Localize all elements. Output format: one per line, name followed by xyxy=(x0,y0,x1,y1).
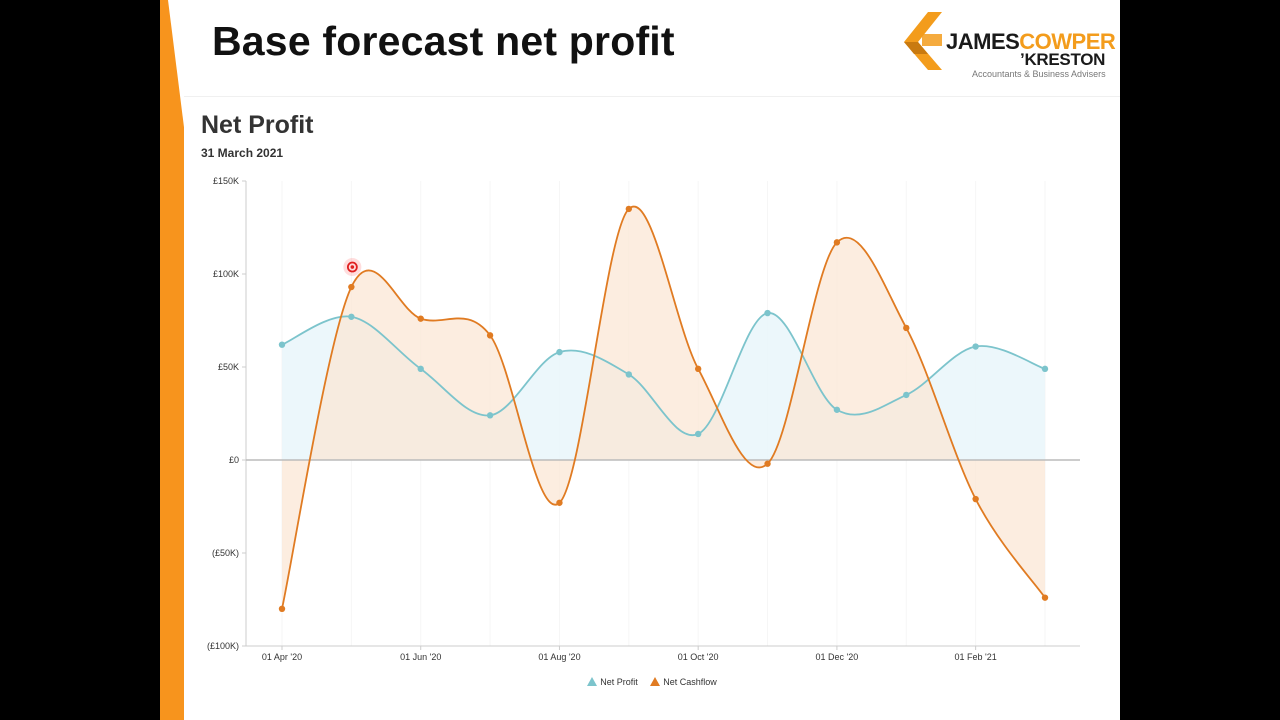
data-point-net-cashflow xyxy=(417,315,424,322)
chart-panel: Net Profit 31 March 2021 (£100K) (£50K) £0… xyxy=(184,96,1120,720)
data-point-net-profit xyxy=(417,365,424,373)
line-chart: (£100K) (£50K) £0 £50K £100K £150K 01 Apr '20 0… xyxy=(207,176,1080,662)
data-point-net-cashflow xyxy=(556,499,563,506)
data-point-net-cashflow xyxy=(694,365,702,373)
slide-title: Base forecast net profit xyxy=(212,18,675,64)
x-tick-label: 01 Oct '20 xyxy=(678,652,719,662)
y-tick-label: £50K xyxy=(218,362,239,372)
legend-label-net-cashflow: Net Cashflow xyxy=(663,677,717,687)
x-tick-label: 01 Apr '20 xyxy=(262,652,302,662)
data-point-net-cashflow xyxy=(764,460,771,467)
logo-word-cowper: COWPER xyxy=(1019,29,1116,54)
data-point-net-profit xyxy=(1041,365,1049,373)
logo-kreston-mark: ʼ xyxy=(1020,50,1025,69)
y-tick-label: (£50K) xyxy=(212,548,239,558)
orange-accent-stripe xyxy=(160,0,262,720)
data-point-net-cashflow xyxy=(278,605,286,612)
legend-triangle-icon xyxy=(650,677,661,686)
data-point-net-profit xyxy=(833,406,841,413)
y-tick-label: (£100K) xyxy=(207,641,239,651)
data-point-net-profit xyxy=(556,348,563,356)
legend-triangle-icon xyxy=(587,677,598,686)
data-point-net-cashflow xyxy=(625,205,633,213)
data-point-net-profit xyxy=(348,313,355,320)
logo-word-kreston: ʼKRESTON xyxy=(1020,50,1105,70)
x-tick-label: 01 Feb '21 xyxy=(955,652,997,662)
logo-chevron-icon xyxy=(904,12,942,70)
legend-label-net-profit: Net Profit xyxy=(600,677,638,687)
y-tick-label: £150K xyxy=(213,176,239,186)
legend-item-net-profit[interactable]: Net Profit xyxy=(587,677,638,687)
chart-subtitle: 31 March 2021 xyxy=(201,146,284,160)
logo-wordmark: JAMESCOWPER xyxy=(946,29,1116,55)
area-net-cashflow xyxy=(282,206,1045,609)
cursor-highlight-ring xyxy=(346,261,358,273)
chart-title: Net Profit xyxy=(201,111,314,139)
x-tick-label: 01 Aug '20 xyxy=(538,652,580,662)
y-tick-label: £0 xyxy=(229,455,239,465)
cursor-highlight-dot xyxy=(350,265,355,269)
data-point-net-profit xyxy=(625,371,633,378)
logo-tagline: Accountants & Business Advisers xyxy=(972,69,1106,79)
logo-word-james: JAMES xyxy=(946,29,1020,54)
data-point-net-profit xyxy=(486,412,494,419)
data-point-net-cashflow xyxy=(903,324,910,332)
data-point-net-cashflow xyxy=(833,239,841,246)
x-tick-label: 01 Jun '20 xyxy=(400,652,441,662)
accent-stripe-left xyxy=(160,0,190,720)
y-tick-label: £100K xyxy=(213,269,239,279)
data-point-net-cashflow xyxy=(486,332,494,339)
data-point-net-profit xyxy=(903,391,910,399)
data-point-net-cashflow xyxy=(1041,594,1049,601)
data-point-net-cashflow xyxy=(348,283,355,291)
data-point-net-cashflow xyxy=(972,495,979,503)
chart-legend: Net Profit Net Cashflow xyxy=(184,677,1120,687)
data-point-net-profit xyxy=(972,343,979,350)
data-point-net-profit xyxy=(764,309,771,317)
x-tick-label: 01 Dec '20 xyxy=(816,652,859,662)
data-point-net-profit xyxy=(694,430,702,438)
slide: Base forecast net profit JAMESCOWPER ʼKR… xyxy=(160,0,1120,720)
company-logo: JAMESCOWPER ʼKRESTON Accountants & Busin… xyxy=(902,12,1116,84)
data-point-net-profit xyxy=(278,341,286,348)
logo-kreston-text: KRESTON xyxy=(1024,50,1106,69)
legend-item-net-cashflow[interactable]: Net Cashflow xyxy=(650,677,717,687)
